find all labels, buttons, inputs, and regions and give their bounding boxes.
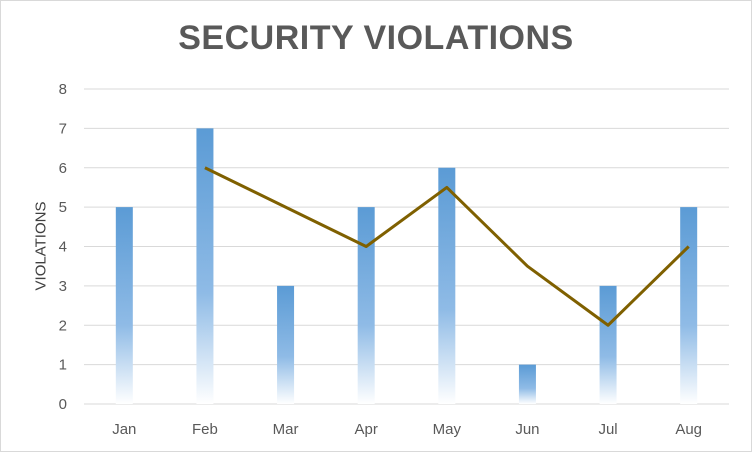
y-tick-label: 3 [59, 278, 67, 295]
y-tick-label: 8 [59, 81, 67, 98]
y-tick-label: 0 [59, 396, 67, 413]
line-series-path [204, 166, 690, 327]
bar [277, 285, 295, 404]
bar [599, 285, 617, 404]
gridlines [84, 88, 729, 405]
y-tick-label: 5 [59, 199, 67, 216]
y-tick-label: 1 [59, 357, 67, 374]
x-tick-label: Aug [675, 421, 702, 438]
chart-title: SECURITY VIOLATIONS [178, 19, 574, 57]
x-tick-label: Feb [192, 421, 218, 438]
bar [518, 364, 536, 404]
x-tick-label: May [433, 421, 462, 438]
bar [680, 207, 698, 404]
bar [115, 207, 133, 404]
line-series [204, 166, 690, 327]
y-tick-label: 7 [59, 120, 67, 137]
x-tick-label: Apr [355, 421, 378, 438]
x-tick-label: Jun [515, 421, 539, 438]
bar [196, 128, 214, 404]
bar-series [115, 128, 698, 404]
y-tick-labels: 0 1 2 3 4 5 6 7 8 [59, 81, 67, 413]
x-tick-labels: Jan Feb Mar Apr May Jun Jul Aug [112, 421, 702, 438]
x-tick-label: Jan [112, 421, 136, 438]
x-tick-label: Mar [273, 421, 299, 438]
bar [357, 207, 375, 404]
bar [438, 167, 456, 404]
y-tick-label: 2 [59, 317, 67, 334]
y-tick-label: 6 [59, 160, 67, 177]
y-tick-label: 4 [59, 239, 67, 256]
x-tick-label: Jul [598, 421, 617, 438]
